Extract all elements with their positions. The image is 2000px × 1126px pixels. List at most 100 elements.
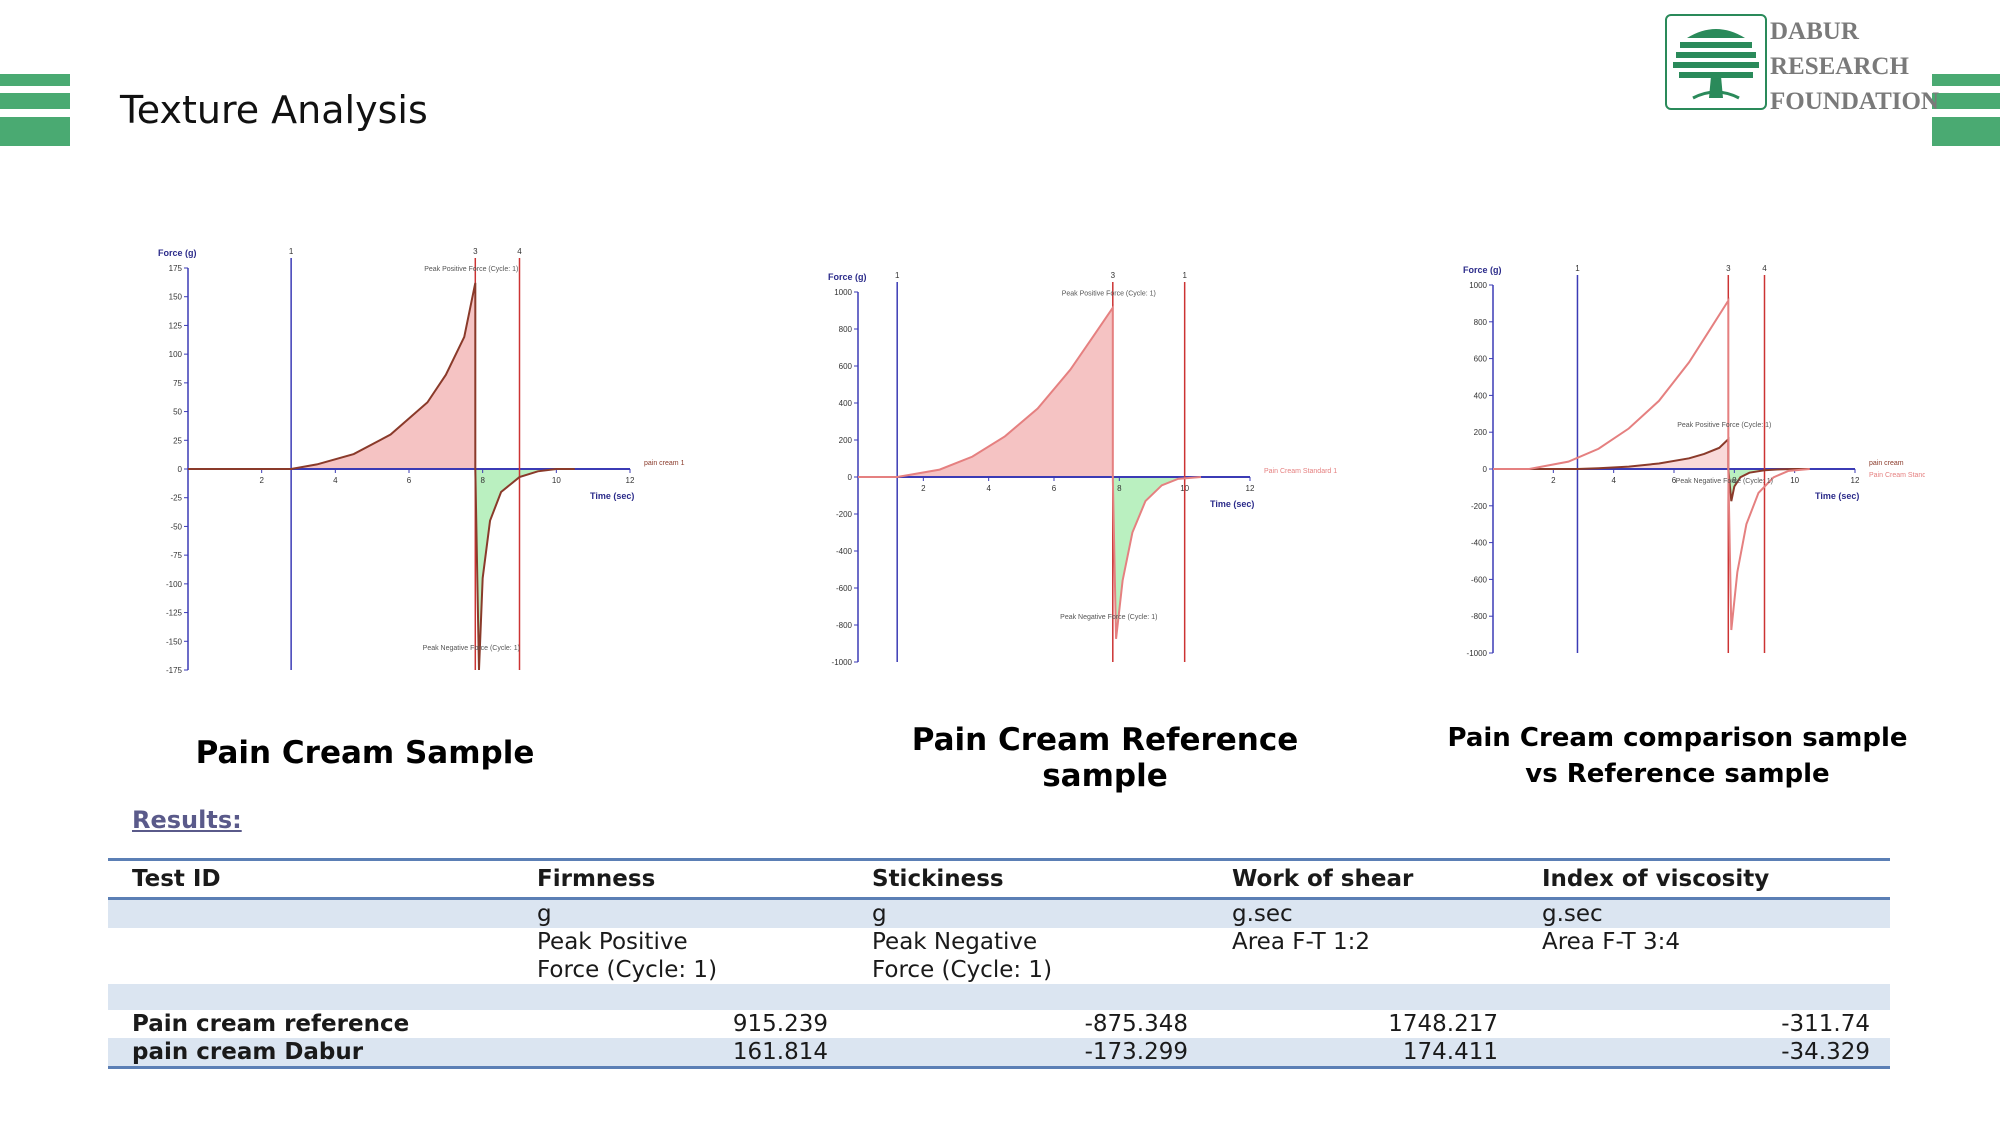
x-tick-label: 2 [921,484,926,493]
legend-entry: pain cream [1869,460,1904,467]
y-axis-label: Force (g) [828,272,867,282]
peak-positive-annotation: Peak Positive Force (Cycle: 1) [424,266,518,273]
desc-cell [1518,956,1890,984]
unit-cell [108,898,513,928]
desc-cell [1208,956,1518,984]
y-tick-label: -200 [1471,502,1488,511]
left-decor-bar-3 [0,117,70,146]
caption-comparison-line-1: Pain Cream comparison sample [1447,723,1908,753]
x-tick-label: 6 [407,476,412,485]
logo-text: DABUR RESEARCH FOUNDATION [1770,14,1939,119]
desc-cell: Peak Positive [537,929,688,955]
y-tick-label: -100 [166,580,183,589]
y-tick-label: 200 [839,436,853,445]
legend-entry: pain cream 1 [644,460,685,467]
x-tick-label: 12 [1851,476,1860,485]
positive-area-0 [1493,439,1729,469]
peak-negative-annotation: Peak Negative Force (Cycle: 1) [423,645,520,652]
marker-label: 1 [895,271,900,280]
x-tick-label: 4 [1611,476,1616,485]
left-decor-bar-2 [0,93,70,109]
results-label: Results: [132,806,242,834]
x-tick-label: 10 [1790,476,1799,485]
table-row: pain cream Dabur 161.814 -173.299 174.41… [108,1038,1890,1069]
y-tick-label: 0 [848,473,853,482]
x-tick-label: 2 [259,476,264,485]
y-tick-label: 600 [839,362,853,371]
peak-positive-annotation: Peak Positive Force (Cycle: 1) [1062,291,1156,298]
chart-1-svg: 1000 800 600 400 200 0 -200 -400 -600 -800 -1000 2 4… [828,271,1337,667]
negative-area-0 [1112,477,1201,639]
negative-area-1 [1728,469,1809,630]
results-table-wrap: Test ID Firmness Stickiness Work of shea… [108,858,1890,1069]
logo-emblem [1665,14,1767,110]
desc-cell: Force (Cycle: 1) [872,957,1053,983]
y-tick-label: -175 [166,666,183,675]
desc-cell [108,928,513,956]
index-of-viscosity-value: -34.329 [1518,1038,1890,1069]
description-row-1: Peak Positive Peak Negative Area F-T 1:2… [108,928,1890,956]
x-tick-label: 2 [1551,476,1556,485]
x-tick-label: 10 [552,476,561,485]
y-tick-label: -600 [836,584,853,593]
series-line-0 [858,304,1202,639]
y-tick-label: 0 [178,465,183,474]
spacer-row [108,984,1890,1010]
y-tick-label: 200 [1474,428,1488,437]
index-of-viscosity-value: -311.74 [1781,1011,1870,1037]
y-tick-label: -400 [836,547,853,556]
desc-cell: Area F-T 3:4 [1542,929,1681,955]
desc-cell: Area F-T 1:2 [1232,929,1371,955]
x-tick-label: 8 [480,476,485,485]
y-tick-label: 150 [169,293,183,302]
y-tick-label: 800 [839,325,853,334]
caption-comparison: Pain Cream comparison sample vs Referenc… [1430,720,1925,792]
y-tick-label: -1000 [1467,649,1488,658]
peak-negative-annotation: Peak Negative Force (Cycle: 1) [1060,614,1157,621]
stickiness-value: -875.348 [1084,1011,1188,1037]
x-axis-label: Time (sec) [1815,491,1859,501]
y-tick-label: 1000 [1469,281,1487,290]
y-tick-label: 125 [169,321,183,330]
desc-cell: Force (Cycle: 1) [537,957,718,983]
row-label: Pain cream reference [132,1011,410,1037]
y-tick-label: -25 [170,494,182,503]
y-tick-label: 400 [839,399,853,408]
marker-label: 3 [1111,271,1116,280]
y-tick-label: 1000 [834,288,852,297]
negative-area-0 [1728,469,1810,502]
chart-comparison: 1000 800 600 400 200 0 -200 -400 -600 -800 -1000 2 4… [1455,255,1925,665]
y-tick-label: -150 [166,637,183,646]
y-tick-label: 0 [1483,465,1488,474]
firmness-value: 915.239 [732,1011,828,1037]
y-tick-label: 400 [1474,391,1488,400]
series-line-0 [1493,436,1810,502]
y-tick-label: -75 [170,551,182,560]
table-row: Pain cream reference 915.239 -875.348 17… [108,1010,1890,1038]
positive-area-0 [858,307,1113,477]
desc-cell [108,956,513,984]
x-tick-label: 8 [1117,484,1122,493]
stickiness-value: -173.299 [848,1038,1208,1069]
logo-line-1: DABUR [1770,18,1859,45]
y-tick-label: -125 [166,609,183,618]
chart-0-svg: 175 150 125 100 75 50 25 0 -25 -50 -75 -100 -125 -150… [158,247,685,675]
y-tick-label: -800 [1471,612,1488,621]
header-index-of-viscosity: Index of viscosity [1518,858,1890,900]
x-tick-label: 6 [1052,484,1057,493]
y-axis-label: Force (g) [158,248,197,258]
header-test-id: Test ID [108,858,513,900]
header-work-of-shear: Work of shear [1208,858,1518,900]
y-tick-label: 600 [1474,355,1488,364]
logo: DABUR RESEARCH FOUNDATION [1665,14,1939,115]
y-tick-label: -1000 [832,658,853,667]
x-axis-label: Time (sec) [1210,499,1254,509]
tree-icon [1673,29,1759,100]
caption-pain-cream-sample: Pain Cream Sample [195,735,535,771]
firmness-value: 161.814 [513,1038,848,1069]
unit-cell: g [848,898,1208,928]
y-tick-label: -50 [170,522,182,531]
description-row-2: Force (Cycle: 1) Force (Cycle: 1) [108,956,1890,984]
work-of-shear-value: 174.411 [1208,1038,1518,1069]
unit-cell: g.sec [1518,898,1890,928]
